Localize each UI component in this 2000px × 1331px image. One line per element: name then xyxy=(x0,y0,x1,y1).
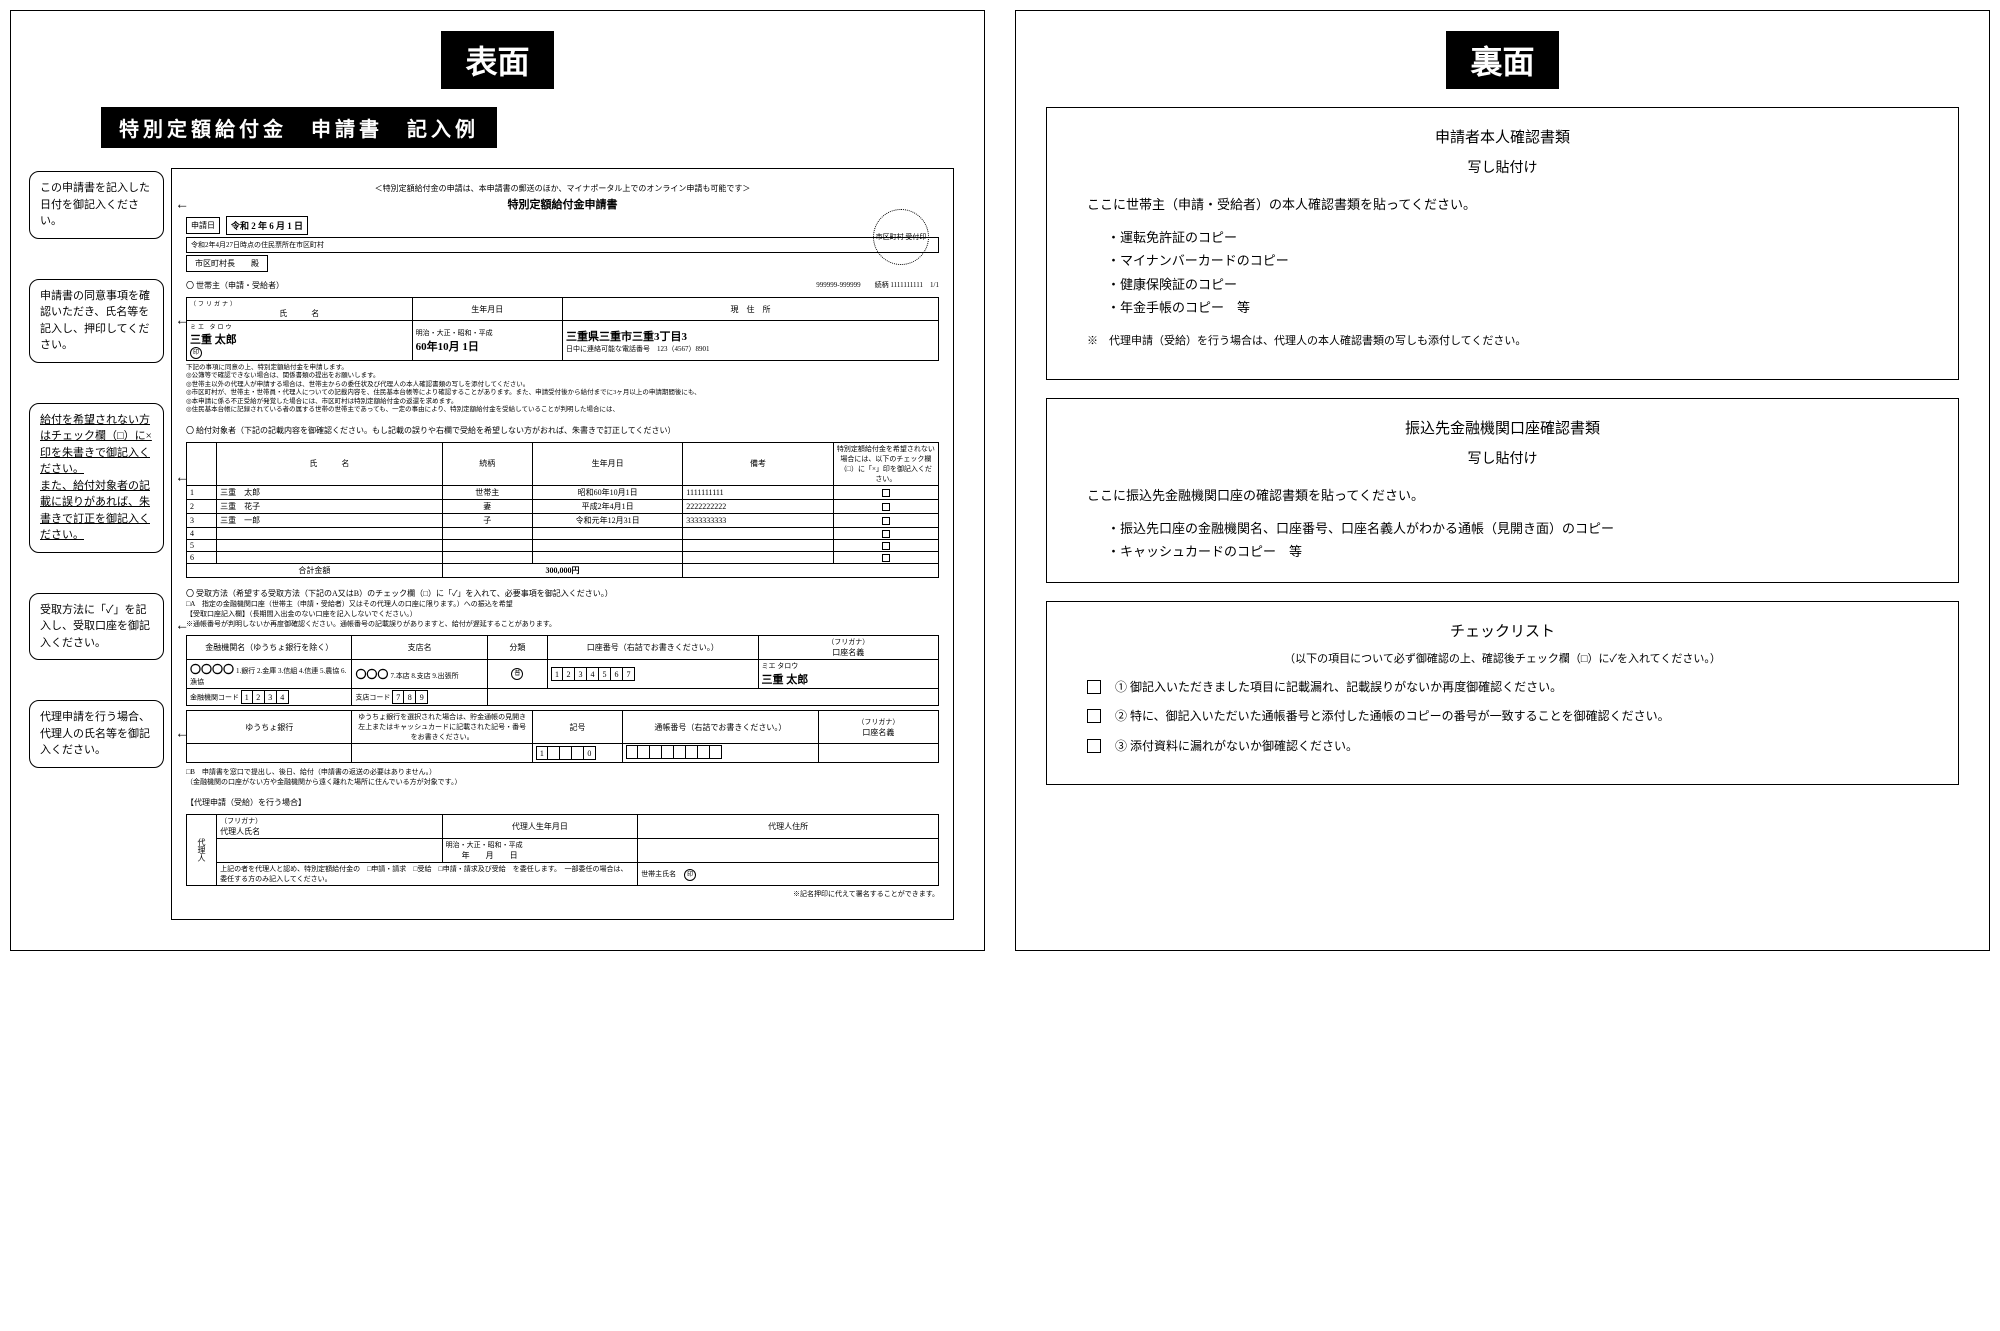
bank-table: 金融機関名（ゆうちょ銀行を除く） 支店名 分類 口座番号（右詰でお書きください。… xyxy=(186,635,939,706)
checklist-2: ② 特に、御記入いただいた通帳番号と添付した通帳のコピーの番号が一致することを御… xyxy=(1087,707,1918,726)
app-date: 令和 2 年 6 月 1 日 xyxy=(231,221,303,231)
basedate: 令和2年4月27日時点の住民票所在市区町村 xyxy=(186,237,939,253)
box2-sub: 写し貼付け xyxy=(1087,448,1918,468)
checkbox-icon[interactable] xyxy=(1087,709,1101,723)
callout-1: この申請書を記入した日付を御記入ください。← xyxy=(29,171,164,239)
callout-5: 代理申請を行う場合、代理人の氏名等を御記入ください。← xyxy=(29,700,164,768)
box2-title: 振込先金融機関口座確認書類 xyxy=(1087,417,1918,438)
box1-note: ※ 代理申請（受給）を行う場合は、代理人の本人確認書類の写しも添付してください。 xyxy=(1087,333,1918,351)
checklist-1: ① 御記入いただきました項目に記載漏れ、記載誤りがないか再度御確認ください。 xyxy=(1087,678,1918,697)
table-row: 4 xyxy=(187,527,939,539)
box3-title: チェックリスト xyxy=(1087,620,1918,641)
table-row: 6 xyxy=(187,551,939,563)
head-table: （フリガナ）氏 名 生年月日 現 住 所 ミエ タロウ三重 太郎印 明治・大正・… xyxy=(186,297,939,361)
consent-text: 下記の事項に同意の上、特別定額給付金を申請します。 ◎公簿等で確認できない場合は… xyxy=(186,364,939,415)
banner: 特別定額給付金 申請書 記入例 xyxy=(101,107,497,148)
box3-sub: （以下の項目について必ず御確認の上、確認後チェック欄（□）に✓を入れてください。… xyxy=(1087,651,1918,669)
box1-sub: 写し貼付け xyxy=(1087,157,1918,177)
callout-4: 受取方法に「✓」を記入し、受取口座を御記入ください。← xyxy=(29,593,164,661)
opt-out-checkbox[interactable] xyxy=(882,554,890,562)
opt-out-checkbox[interactable] xyxy=(882,530,890,538)
form-area: ＜特別定額給付金の申請は、本申請書の郵送のほか、マイナポータル上でのオンライン申… xyxy=(171,168,954,920)
id-docs-box: 申請者本人確認書類 写し貼付け ここに世帯主（申請・受給者）の本人確認書類を貼っ… xyxy=(1046,107,1959,380)
box1-lead: ここに世帯主（申請・受給者）の本人確認書類を貼ってください。 xyxy=(1087,195,1918,216)
back-label: 裏面 xyxy=(1446,31,1558,89)
municipality: 市区町村長 殿 xyxy=(186,255,268,272)
box1-title: 申請者本人確認書類 xyxy=(1087,126,1918,147)
front-page: 表面 特別定額給付金 申請書 記入例 この申請書を記入した日付を御記入ください。… xyxy=(10,10,985,951)
front-label: 表面 xyxy=(441,31,553,89)
box2-list: 振込先口座の金融機関名、口座番号、口座名義人がわかる通帳（見開き面）のコピー キ… xyxy=(1087,517,1918,564)
app-date-label: 申請日 xyxy=(186,217,220,234)
checklist-3: ③ 添付資料に漏れがないか御確認ください。 xyxy=(1087,737,1918,756)
table-row: 2三重 花子妻平成2年4月1日2222222222 xyxy=(187,499,939,513)
receipt-stamp: 市区町村 受付印 xyxy=(873,209,929,265)
back-page: 裏面 申請者本人確認書類 写し貼付け ここに世帯主（申請・受給者）の本人確認書類… xyxy=(1015,10,1990,951)
opt-out-checkbox[interactable] xyxy=(882,503,890,511)
seal-icon: 印 xyxy=(190,347,202,359)
table-row: 5 xyxy=(187,539,939,551)
checkbox-icon[interactable] xyxy=(1087,739,1101,753)
members-table: 氏 名 続柄 生年月日 備考 特別定額給付金を希望されない場合には、以下のチェッ… xyxy=(186,442,939,578)
codes: 999999-999999 続柄 1111111111 1/1 xyxy=(816,280,939,291)
box1-list: 運転免許証のコピー マイナンバーカードのコピー 健康保険証のコピー 年金手帳のコ… xyxy=(1087,226,1918,320)
callout-column: この申請書を記入した日付を御記入ください。← 申請書の同意事項を確認いただき、氏… xyxy=(29,171,164,768)
checkbox-icon[interactable] xyxy=(1087,680,1101,694)
opt-out-checkbox[interactable] xyxy=(882,517,890,525)
table-row: 3三重 一郎子令和元年12月31日3333333333 xyxy=(187,513,939,527)
callout-2: 申請書の同意事項を確認いただき、氏名等を記入し、押印してください。← xyxy=(29,279,164,363)
proxy-table: 代理人 （フリガナ）代理人氏名 代理人生年月日 代理人住所 明治・大正・昭和・平… xyxy=(186,814,939,886)
checklist-box: チェックリスト （以下の項目について必ず御確認の上、確認後チェック欄（□）に✓を… xyxy=(1046,601,1959,785)
jp-bank-table: ゆうちょ銀行 ゆうちょ銀行を選択された場合は、貯金通帳の見開き左上またはキャッシ… xyxy=(186,710,939,763)
head-section: 世帯主（申請・受給者） xyxy=(196,281,284,290)
callout-3: 給付を希望されない方はチェック欄（□）に×印を朱書きで御記入ください。 また、給… xyxy=(29,403,164,553)
account-docs-box: 振込先金融機関口座確認書類 写し貼付け ここに振込先金融機関口座の確認書類を貼っ… xyxy=(1046,398,1959,583)
opt-out-checkbox[interactable] xyxy=(882,489,890,497)
table-row: 1三重 太郎世帯主昭和60年10月1日1111111111 xyxy=(187,485,939,499)
box2-lead: ここに振込先金融機関口座の確認書類を貼ってください。 xyxy=(1087,486,1918,507)
form-notice: ＜特別定額給付金の申請は、本申請書の郵送のほか、マイナポータル上でのオンライン申… xyxy=(186,183,939,194)
opt-out-checkbox[interactable] xyxy=(882,542,890,550)
form-title: 特別定額給付金申請書 xyxy=(186,196,939,212)
